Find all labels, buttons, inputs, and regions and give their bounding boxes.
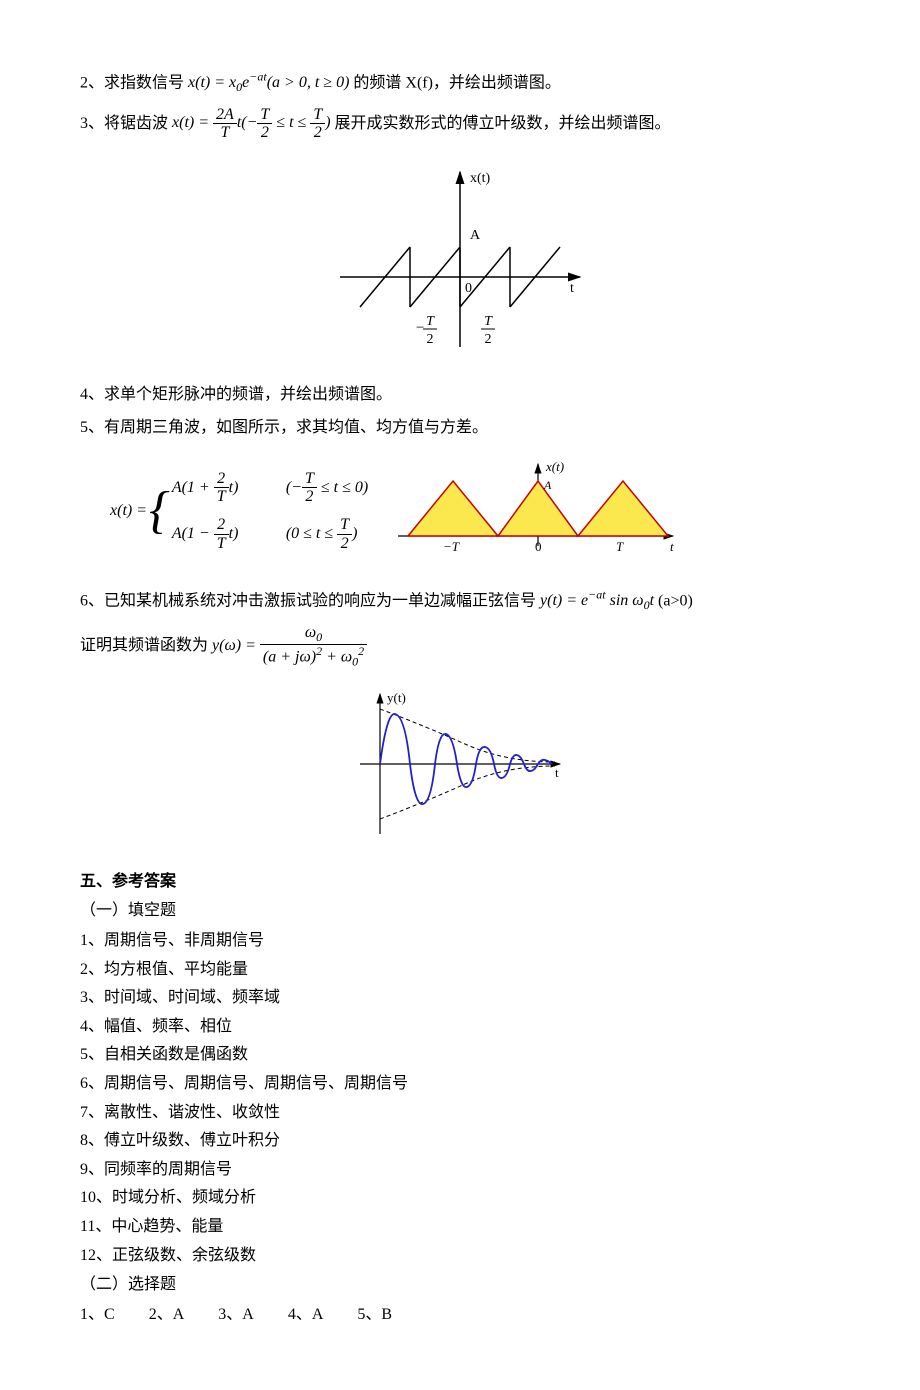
fill-5: 5、自相关函数是偶函数 bbox=[80, 1042, 840, 1068]
svg-text:2: 2 bbox=[427, 332, 434, 347]
svg-text:A: A bbox=[543, 478, 552, 492]
saw-A: A bbox=[470, 228, 481, 243]
fill-answers: 1、周期信号、非周期信号 2、均方根值、平均能量 3、时间域、时间域、频率域 4… bbox=[80, 928, 840, 1268]
svg-text:T: T bbox=[484, 314, 493, 329]
mc-answers: 1、C 2、A 3、A 4、A 5、B bbox=[80, 1302, 840, 1328]
problem-6-line2: 证明其频谱函数为 y(ω) = ω0 (a + jω)2 + ω02 bbox=[80, 624, 840, 669]
problem-3: 3、将锯齿波 x(t) = 2ATt(−T2 ≤ t ≤ T2) 展开成实数形式… bbox=[80, 106, 840, 142]
fill-6: 6、周期信号、周期信号、周期信号、周期信号 bbox=[80, 1071, 840, 1097]
fill-10: 10、时域分析、频域分析 bbox=[80, 1185, 840, 1211]
p3-prefix: 3、将锯齿波 bbox=[80, 114, 172, 131]
answers-heading: 五、参考答案 bbox=[80, 869, 840, 895]
damped-sine-figure: y(t) t bbox=[80, 684, 840, 844]
p2-formula: x(t) = x0e−at(a > 0, t ≥ 0) bbox=[188, 74, 353, 91]
fill-3: 3、时间域、时间域、频率域 bbox=[80, 985, 840, 1011]
fill-4: 4、幅值、频率、相位 bbox=[80, 1014, 840, 1040]
p3-suffix: 展开成实数形式的傅立叶级数，并绘出频谱图。 bbox=[335, 114, 671, 131]
svg-text:T: T bbox=[426, 314, 435, 329]
mc-5: 5、B bbox=[357, 1306, 392, 1323]
p3-formula: x(t) = 2ATt(−T2 ≤ t ≤ T2) bbox=[172, 114, 335, 131]
svg-text:t: t bbox=[555, 765, 559, 780]
problem-4: 4、求单个矩形脉冲的频谱，并绘出频谱图。 bbox=[80, 382, 840, 408]
svg-text:−: − bbox=[415, 320, 425, 336]
fill-11: 11、中心趋势、能量 bbox=[80, 1214, 840, 1240]
svg-text:0: 0 bbox=[535, 539, 542, 554]
fill-7: 7、离散性、谐波性、收敛性 bbox=[80, 1100, 840, 1126]
mc-3: 3、A bbox=[218, 1306, 254, 1323]
svg-text:t: t bbox=[670, 539, 674, 554]
damped-sine-svg: y(t) t bbox=[345, 684, 575, 844]
fill-1: 1、周期信号、非周期信号 bbox=[80, 928, 840, 954]
p5-piecewise-row: x(t) = { A(1 + 2Tt) (−T2 ≤ t ≤ 0) A(1 − … bbox=[110, 456, 840, 566]
mc-1: 1、C bbox=[80, 1306, 115, 1323]
problem-5: 5、有周期三角波，如图所示，求其均值、均方值与方差。 bbox=[80, 415, 840, 441]
p2-suffix: 的频谱 X(f)，并绘出频谱图。 bbox=[353, 74, 561, 91]
p6-formula2: y(ω) = ω0 (a + jω)2 + ω02 bbox=[212, 637, 367, 654]
p6-formula1: y(t) = e−at sin ω0t bbox=[540, 592, 654, 609]
saw-origin: 0 bbox=[465, 281, 472, 296]
sawtooth-figure: x(t) t A 0 − T 2 T 2 bbox=[80, 157, 840, 367]
problem-2: 2、求指数信号 x(t) = x0e−at(a > 0, t ≥ 0) 的频谱 … bbox=[80, 68, 840, 98]
fill-8: 8、傅立叶级数、傅立叶积分 bbox=[80, 1128, 840, 1154]
mc-heading: （二）选择题 bbox=[80, 1272, 840, 1298]
mc-2: 2、A bbox=[149, 1306, 185, 1323]
p5-piecewise: x(t) = { A(1 + 2Tt) (−T2 ≤ t ≤ 0) A(1 − … bbox=[110, 470, 368, 552]
mc-4: 4、A bbox=[288, 1306, 324, 1323]
svg-text:2: 2 bbox=[485, 332, 492, 347]
p2-prefix: 2、求指数信号 bbox=[80, 74, 188, 91]
svg-text:−T: −T bbox=[443, 539, 460, 554]
svg-text:y(t): y(t) bbox=[387, 690, 406, 705]
svg-text:T: T bbox=[616, 539, 624, 554]
fill-heading: （一）填空题 bbox=[80, 898, 840, 924]
saw-ylabel: x(t) bbox=[470, 171, 491, 186]
svg-text:x(t): x(t) bbox=[545, 459, 564, 474]
fill-2: 2、均方根值、平均能量 bbox=[80, 957, 840, 983]
problem-6-line1: 6、已知某机械系统对冲击激振试验的响应为一单边减幅正弦信号 y(t) = e−a… bbox=[80, 586, 840, 616]
triangle-wave-svg: x(t) t A −T 0 T bbox=[388, 456, 688, 566]
saw-xlabel: t bbox=[570, 281, 574, 296]
fill-12: 12、正弦级数、余弦级数 bbox=[80, 1243, 840, 1269]
fill-9: 9、同频率的周期信号 bbox=[80, 1157, 840, 1183]
sawtooth-svg: x(t) t A 0 − T 2 T 2 bbox=[310, 157, 610, 367]
